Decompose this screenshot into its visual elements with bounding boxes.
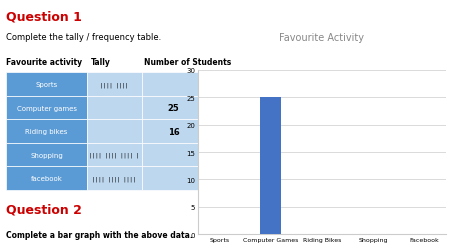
Text: |||| |||| |||| |: |||| |||| |||| |	[89, 152, 139, 158]
Bar	[6, 167, 87, 190]
Bar	[142, 73, 205, 97]
Text: Question 2: Question 2	[6, 203, 82, 216]
Bar	[87, 143, 142, 167]
Bar	[6, 73, 87, 97]
Bar	[6, 143, 87, 167]
Bar	[87, 73, 142, 97]
Text: Shopping: Shopping	[30, 152, 63, 158]
Text: Complete the tally / frequency table.: Complete the tally / frequency table.	[6, 33, 162, 42]
Text: Question 1: Question 1	[6, 10, 82, 23]
Bar	[87, 167, 142, 190]
Text: Complete a bar graph with the above data.: Complete a bar graph with the above data…	[6, 231, 193, 240]
Bar	[261, 98, 281, 234]
Bar	[142, 143, 205, 167]
Bar	[142, 120, 205, 143]
Text: |||| ||||: |||| ||||	[100, 82, 128, 87]
Text: 25: 25	[167, 104, 179, 113]
Text: facebook: facebook	[31, 176, 63, 181]
Bar	[6, 120, 87, 143]
Text: Sports: Sports	[36, 82, 58, 88]
Text: Riding bikes: Riding bikes	[25, 129, 68, 135]
Text: 16: 16	[167, 127, 179, 136]
Text: Favourite activity: Favourite activity	[6, 58, 82, 67]
Bar	[87, 120, 142, 143]
Bar	[6, 97, 87, 120]
Bar	[142, 167, 205, 190]
Bar	[142, 97, 205, 120]
Text: Favourite Activity: Favourite Activity	[279, 33, 364, 43]
Text: Computer games: Computer games	[17, 105, 76, 111]
Text: Number of Students: Number of Students	[144, 58, 231, 67]
Text: Tally: Tally	[91, 58, 111, 67]
Bar	[87, 97, 142, 120]
Text: |||| |||| ||||: |||| |||| ||||	[92, 176, 136, 181]
